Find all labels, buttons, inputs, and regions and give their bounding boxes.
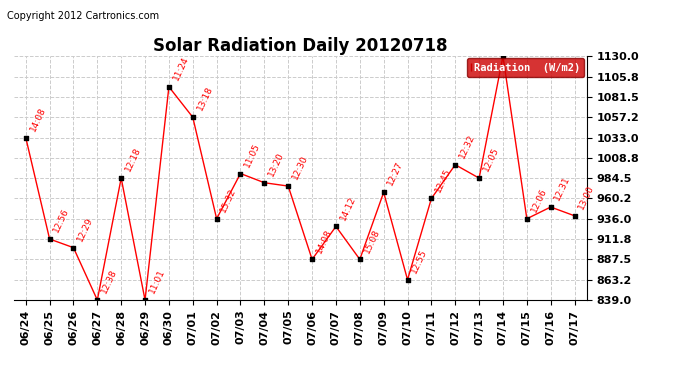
Text: 12:45: 12:45 [434,166,453,194]
Point [473,175,484,181]
Point [164,84,175,90]
Text: 13:18: 13:18 [195,85,215,112]
Point [402,277,413,283]
Title: Solar Radiation Daily 20120718: Solar Radiation Daily 20120718 [153,37,447,55]
Text: 11:01: 11:01 [148,268,166,295]
Text: 12:55: 12:55 [410,248,429,275]
Point [259,180,270,186]
Point [450,162,461,168]
Point [44,236,55,242]
Text: 15:32: 15:32 [219,187,238,214]
Legend: Radiation  (W/m2): Radiation (W/m2) [466,58,584,77]
Point [211,216,222,222]
Text: 12:31: 12:31 [553,175,572,202]
Text: 12:38: 12:38 [100,268,119,295]
Text: 12:27: 12:27 [386,160,405,188]
Point [354,256,365,262]
Point [331,224,342,230]
Text: 14:12: 14:12 [338,194,357,221]
Point [497,53,509,59]
Point [20,135,31,141]
Text: 13:00: 13:00 [577,183,596,211]
Text: 12:56: 12:56 [52,207,71,234]
Text: 12:32: 12:32 [457,133,477,160]
Point [283,183,294,189]
Point [187,114,198,120]
Text: 12:30: 12:30 [290,154,310,181]
Point [116,175,127,181]
Text: 11:24: 11:24 [171,55,190,82]
Point [378,189,389,195]
Text: Copyright 2012 Cartronics.com: Copyright 2012 Cartronics.com [7,11,159,21]
Text: 14:08: 14:08 [315,227,333,254]
Point [139,297,150,303]
Point [522,216,533,222]
Point [92,297,103,303]
Text: 12:29: 12:29 [76,216,95,243]
Point [569,213,580,219]
Point [426,195,437,201]
Text: 11:05: 11:05 [243,141,262,168]
Point [306,256,317,262]
Point [235,171,246,177]
Text: 12:18: 12:18 [124,146,143,173]
Text: 13:20: 13:20 [267,151,286,178]
Text: 15:08: 15:08 [362,227,382,254]
Text: 12:06: 12:06 [529,187,549,214]
Text: 12:05: 12:05 [482,146,500,173]
Point [68,244,79,250]
Point [545,204,556,210]
Text: 14:08: 14:08 [28,105,47,132]
